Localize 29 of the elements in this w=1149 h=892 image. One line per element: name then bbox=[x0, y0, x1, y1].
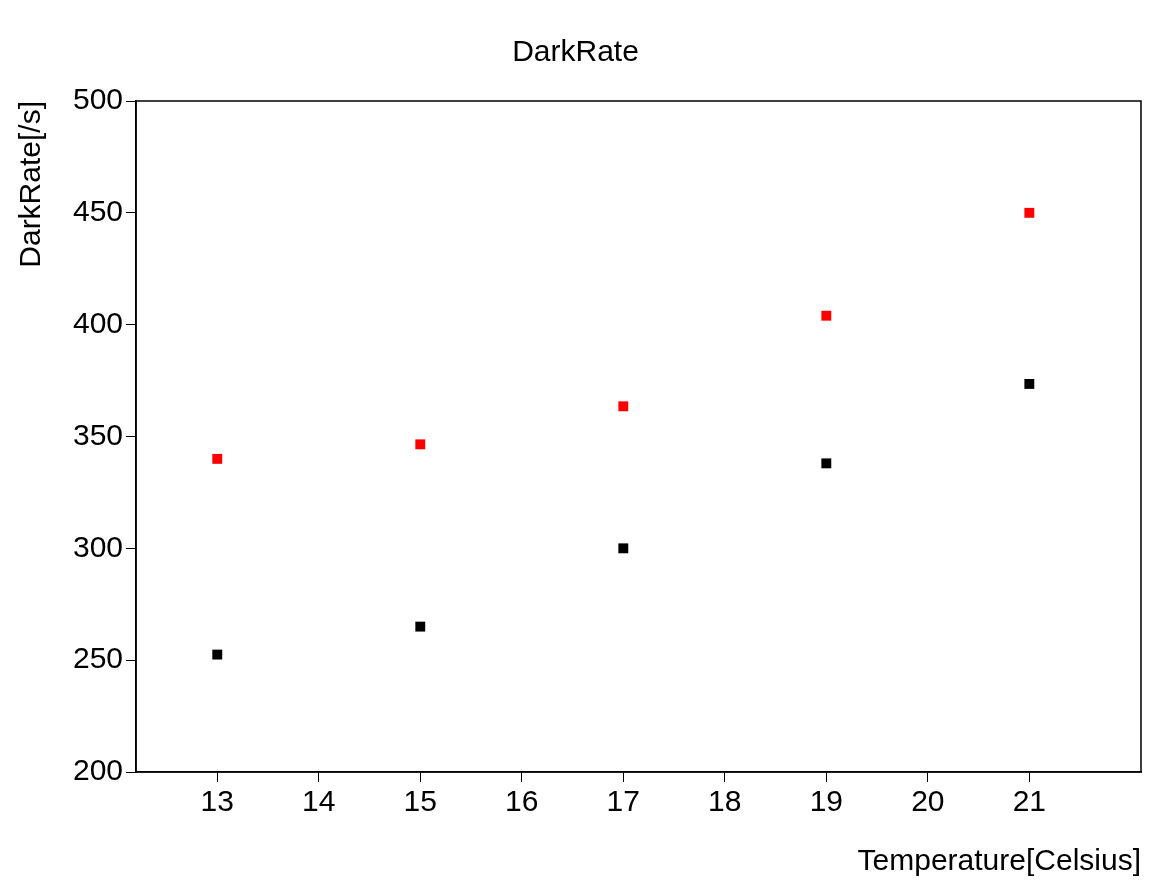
x-tick-label: 20 bbox=[911, 784, 945, 818]
y-tick-label: 250 bbox=[72, 641, 124, 675]
x-tick-label: 21 bbox=[1012, 784, 1047, 818]
x-tick-label: 17 bbox=[606, 784, 640, 818]
y-tick-label: 200 bbox=[72, 753, 124, 787]
x-axis-title: Temperature[Celsius] bbox=[857, 843, 1141, 877]
y-tick-label: 450 bbox=[72, 194, 124, 228]
point bbox=[821, 310, 832, 321]
x-tick-label: 19 bbox=[809, 784, 844, 818]
y-axis-title: DarkRate[/s] bbox=[13, 101, 47, 268]
point bbox=[415, 621, 426, 632]
x-tick-label: 16 bbox=[505, 784, 539, 818]
chart-title: DarkRate bbox=[512, 34, 639, 68]
point bbox=[212, 649, 223, 660]
y-tick-label: 350 bbox=[72, 417, 124, 451]
y-tick-label: 300 bbox=[72, 529, 124, 563]
point bbox=[821, 458, 832, 469]
x-tick-label: 18 bbox=[708, 784, 742, 818]
point bbox=[415, 439, 426, 450]
x-tick-label: 15 bbox=[403, 784, 437, 818]
y-tick-label: 500 bbox=[72, 82, 124, 116]
y-tick-label: 400 bbox=[72, 305, 124, 339]
point bbox=[618, 401, 629, 412]
point bbox=[618, 543, 629, 554]
point bbox=[1024, 378, 1035, 389]
x-tick-label: 13 bbox=[200, 784, 234, 818]
x-tick-label: 14 bbox=[302, 784, 336, 818]
point bbox=[1024, 207, 1035, 218]
point bbox=[212, 453, 223, 464]
